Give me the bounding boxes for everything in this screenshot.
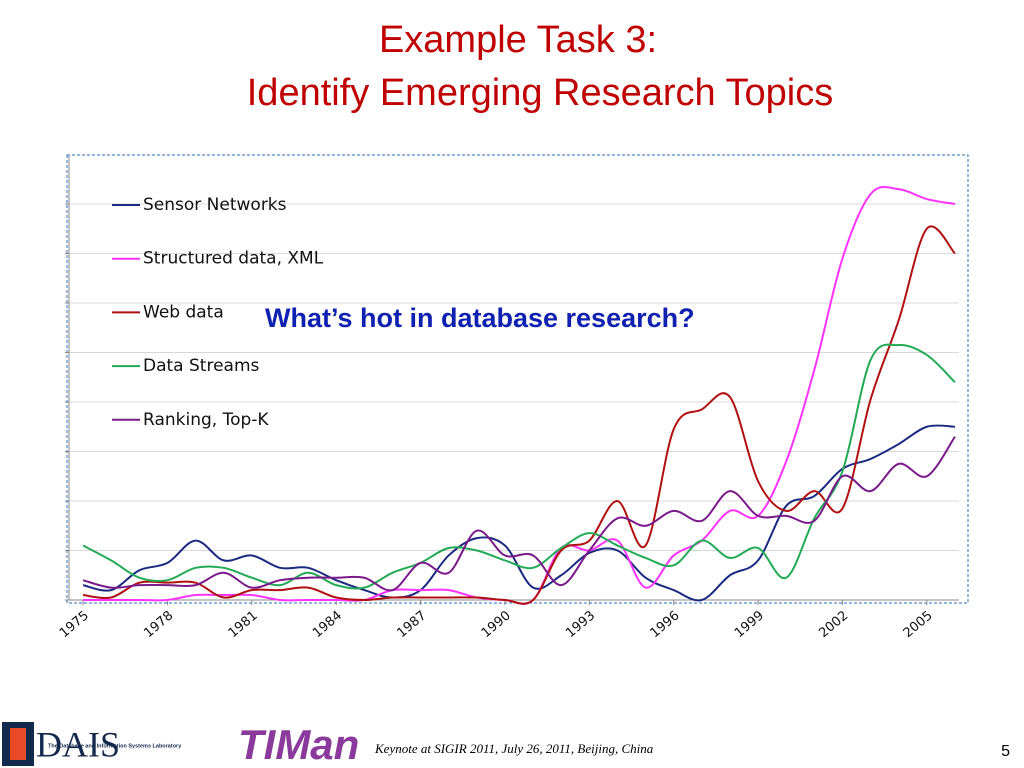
x-tick-label: 2005 (901, 608, 936, 641)
x-tick-label: 1975 (57, 608, 92, 641)
x-tick-label: 2002 (816, 608, 851, 641)
logo-caption: The Database and Information Systems Lab… (48, 743, 182, 749)
footer: Keynote at SIGIR 2011, July 26, 2011, Be… (374, 741, 654, 756)
legend-label: Structured data, XML (143, 249, 324, 269)
legend-label: Ranking, Top-K (143, 410, 269, 430)
logo-text: DAIS (36, 724, 120, 764)
series-line (82, 436, 956, 592)
x-tick-label: 1990 (479, 608, 514, 641)
chart-frame (66, 154, 969, 604)
series-line (82, 225, 956, 605)
x-tick-label: 1981 (226, 608, 261, 641)
plot: 1975 1978 1981 1984 1987 1990 1993 1996 1999 2002… (57, 154, 959, 641)
series-line (82, 424, 955, 602)
series-line (82, 343, 956, 590)
x-tick-label: 1993 (563, 608, 598, 641)
x-tick-label: 1987 (394, 608, 429, 641)
logo-block (10, 728, 26, 760)
slide-title: Identify Emerging Research Topics (247, 72, 833, 114)
annotation: What’s hot in database research? (265, 303, 695, 333)
page-number: 5 (1001, 743, 1010, 760)
x-tick-label: 1996 (648, 608, 683, 641)
x-tick-label: 1999 (732, 608, 767, 641)
slide-title: Example Task 3: (379, 19, 657, 61)
legend-label: Sensor Networks (143, 195, 287, 215)
legend-label: Data Streams (143, 356, 260, 376)
x-tick-label: 1978 (141, 608, 176, 641)
x-tick-label: 1984 (310, 608, 345, 641)
logo-text: TIMan (238, 721, 359, 768)
legend-label: Web data (143, 302, 224, 322)
